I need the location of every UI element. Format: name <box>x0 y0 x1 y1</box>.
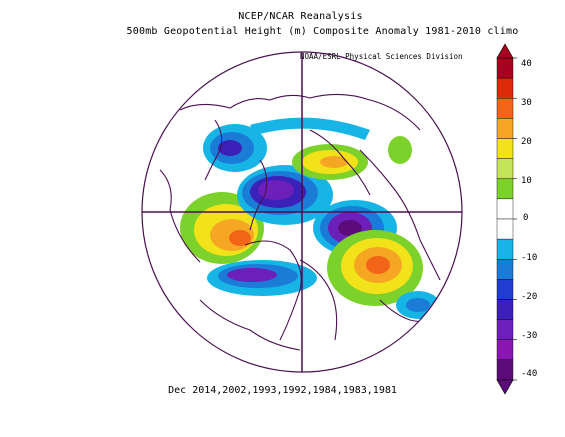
colorbar-top-arrow <box>496 43 514 59</box>
colorbar-tick-label: -20 <box>521 292 538 302</box>
colorbar-cell <box>496 77 514 99</box>
colorbar-tick-label: -30 <box>521 331 538 341</box>
colorbar-cell <box>496 98 514 119</box>
colorbar-tick-label: 0 <box>523 213 529 223</box>
map-subtitle: 500mb Geopotential Height (m) Composite … <box>126 26 519 37</box>
anomaly-field <box>159 93 446 351</box>
colorbar-tick-label: 30 <box>521 98 532 108</box>
colorbar-cell <box>496 218 514 240</box>
colorbar-tick-label: 10 <box>521 176 532 186</box>
colorbar-cell <box>496 238 514 260</box>
colorbar-cell <box>496 178 514 200</box>
colorbar-cell <box>496 198 514 220</box>
colorbar-cell <box>496 118 514 139</box>
colorbar-tick-label: -10 <box>521 253 538 263</box>
colorbar-tick-label: 40 <box>521 59 532 69</box>
colorbar-cell <box>496 138 514 159</box>
colorbar-cell <box>496 339 514 361</box>
colorbar-tick-label: 20 <box>521 137 532 147</box>
colorbar-cell <box>496 158 514 179</box>
composite-dates: Dec 2014,2002,1993,1992,1984,1983,1981 <box>168 385 397 396</box>
colorbar-cell <box>496 319 514 340</box>
credit-label: NOAA/ESRL Physical Sciences Division <box>300 52 463 61</box>
colorbar-bottom-arrow <box>496 379 514 395</box>
colorbar-tick-label: -40 <box>521 369 538 379</box>
colorbar-cell <box>496 57 514 79</box>
colorbar-cell <box>496 299 514 320</box>
map-title: NCEP/NCAR Reanalysis <box>238 11 363 22</box>
colorbar-cell <box>496 359 514 381</box>
colorbar-cell <box>496 279 514 300</box>
colorbar-cell <box>496 259 514 280</box>
